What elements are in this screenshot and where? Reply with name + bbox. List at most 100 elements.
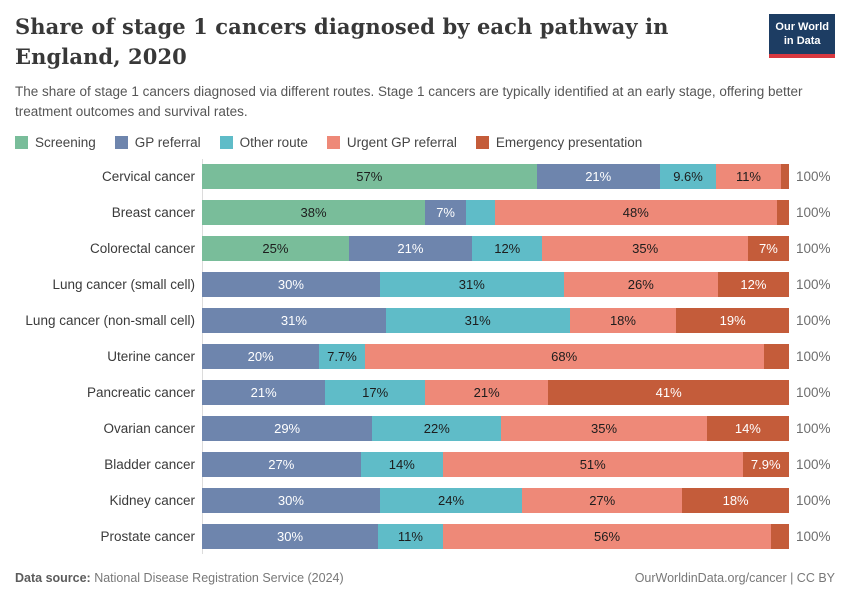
bar-segment[interactable]: 18% [682,488,789,514]
bar-segment[interactable] [763,344,789,370]
bar-segment[interactable]: 12% [717,272,789,298]
category-label: Bladder cancer [104,457,195,473]
bar-value-label: 18% [722,493,749,509]
chart-row: Cervical cancer 57% 21% 9.6% 11% 100% [15,164,835,190]
bar-segment[interactable]: 25% [202,236,349,262]
bar-segment[interactable]: 56% [442,524,772,550]
owid-logo-line2: in Data [783,35,821,48]
category-label: Uterine cancer [107,349,195,365]
bar-segment[interactable]: 21% [348,236,473,262]
bar-segment[interactable]: 11% [378,524,443,550]
bar-segment[interactable] [780,164,789,190]
owid-logo-line1: Our World [775,21,829,33]
bar-track: 30% 31% 26% 12% [202,272,789,298]
bar-value-label: 30% [277,493,304,509]
chart-rows: Cervical cancer 57% 21% 9.6% 11% 100% Breast c… [15,164,835,550]
bar-segment[interactable]: 35% [501,416,707,442]
chart-subtitle: The share of stage 1 cancers diagnosed v… [15,83,803,120]
bar-segment[interactable]: 30% [202,524,379,550]
bar-segment[interactable]: 27% [202,452,361,478]
bar-value-label: 18% [609,313,636,329]
total-label: 100% [796,421,831,437]
bar-value-label: 56% [594,529,621,545]
legend-item: GP referral [114,135,201,150]
bar-value-label: 57% [356,169,383,185]
bar-value-label: 7% [436,205,455,221]
bar-segment[interactable]: 14% [706,416,789,442]
chart-row: Prostate cancer 30% 11% 56% 100% [15,524,835,550]
category-label: Cervical cancer [101,169,195,185]
bar-value-label: 24% [438,493,465,509]
bar-value-label: 7% [759,241,778,257]
page-title: Share of stage 1 cancers diagnosed by ea… [15,14,669,70]
bar-segment[interactable]: 30% [202,488,380,514]
category-label: Lung cancer (non-small cell) [25,313,195,329]
bar-segment[interactable] [776,200,789,226]
credit-link[interactable]: OurWorldinData.org/cancer | CC BY [634,571,835,586]
bar-segment[interactable]: 12% [472,236,543,262]
bar-value-label: 51% [579,457,606,473]
bar-segment[interactable]: 7.7% [319,344,365,370]
bar-segment[interactable]: 18% [569,308,677,334]
bar-segment[interactable]: 24% [379,488,523,514]
bar-value-label: 26% [627,277,654,293]
total-label: 100% [796,313,831,329]
bar-value-label: 31% [464,313,491,329]
bar-segment[interactable]: 21% [425,380,549,406]
bar-segment[interactable]: 27% [522,488,683,514]
total-label: 100% [796,169,831,185]
bar-value-label: 29% [274,421,301,437]
bar-segment[interactable]: 31% [202,308,386,334]
bar-segment[interactable]: 7.9% [742,452,789,478]
bar-segment[interactable] [771,524,789,550]
bar-segment[interactable]: 57% [202,164,537,190]
bar-segment[interactable]: 31% [385,308,570,334]
bar-segment[interactable] [466,200,495,226]
bar-value-label: 30% [277,277,304,293]
legend-label: Other route [239,135,308,151]
bar-segment[interactable]: 41% [548,380,789,406]
data-source: Data source: National Disease Registrati… [15,571,344,585]
bar-value-label: 27% [268,457,295,473]
bar-value-label: 31% [458,277,485,293]
bar-segment[interactable]: 20% [202,344,320,370]
bar-segment[interactable]: 26% [563,272,718,298]
legend-label: Screening [35,135,96,151]
legend: Screening GP referral Other route Urgent GP… [15,135,835,150]
chart-row: Lung cancer (non-small cell) 31% 31% 18% 19%… [15,308,835,334]
bar-segment[interactable]: 22% [372,416,502,442]
bar-segment[interactable]: 29% [202,416,373,442]
bar-segment[interactable]: 7% [747,236,789,262]
bar-segment[interactable]: 19% [676,308,789,334]
bar-segment[interactable]: 11% [716,164,781,190]
total-label: 100% [796,349,831,365]
category-label: Colorectal cancer [89,241,195,257]
bar-value-label: 7.9% [750,457,781,473]
stacked-bar-chart: Cervical cancer 57% 21% 9.6% 11% 100% Breast c… [15,159,835,555]
bar-segment[interactable]: 21% [202,380,326,406]
legend-swatch [15,136,28,150]
bar-track: 21% 17% 21% 41% [202,380,789,406]
bar-value-label: 38% [300,205,327,221]
legend-swatch [114,136,128,150]
bar-track: 25% 21% 12% 35% 7% [202,236,789,262]
bar-segment[interactable]: 35% [542,236,748,262]
bar-segment[interactable]: 7% [425,200,467,226]
legend-item: Emergency presentation [475,135,642,150]
bar-track: 38% 7% 48% [202,200,789,226]
bar-track: 31% 31% 18% 19% [202,308,789,334]
bar-segment[interactable]: 48% [494,200,777,226]
bar-segment[interactable]: 51% [442,452,743,478]
legend-label: Urgent GP referral [346,135,457,151]
bar-segment[interactable]: 21% [536,164,660,190]
bar-segment[interactable]: 30% [202,272,380,298]
bar-segment[interactable]: 9.6% [659,164,717,190]
category-label: Lung cancer (small cell) [52,277,195,293]
bar-segment[interactable]: 38% [202,200,426,226]
chart-row: Colorectal cancer 25% 21% 12% 35% 7% 100% [15,236,835,262]
bar-segment[interactable]: 68% [364,344,764,370]
bar-segment[interactable]: 17% [325,380,426,406]
bar-segment[interactable]: 31% [379,272,564,298]
bar-segment[interactable]: 14% [360,452,443,478]
